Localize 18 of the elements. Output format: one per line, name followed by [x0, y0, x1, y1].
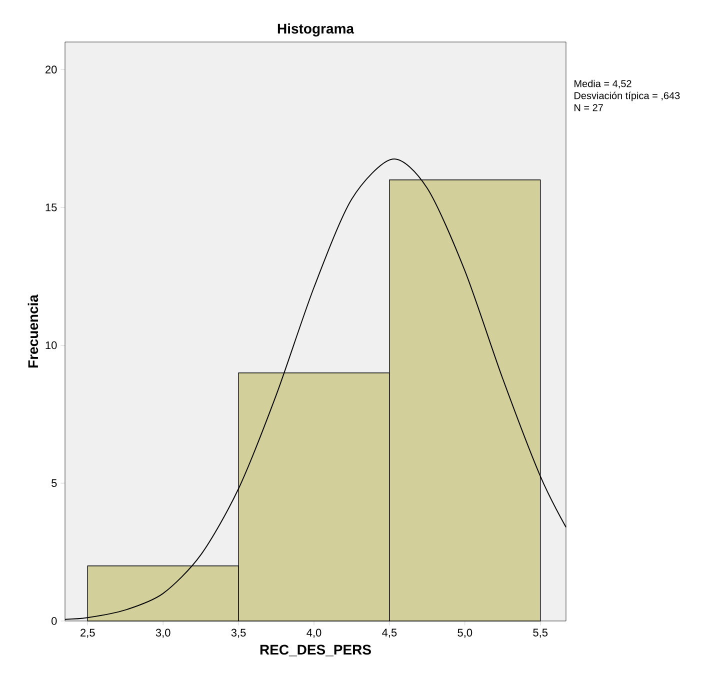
x-tick-label: 4,0 — [306, 628, 322, 638]
y-tick-label: 15 — [46, 204, 57, 212]
x-tick-label: 3,0 — [156, 628, 170, 638]
text: Media = 4,52 — [574, 80, 632, 88]
y-tick-label: 5 — [52, 479, 57, 487]
x-axis-title: REC_DES_PERS — [260, 644, 371, 656]
x-tick-label: 5,0 — [458, 628, 472, 638]
y-tick-label: 20 — [46, 66, 57, 74]
x-tick-label: 3,5 — [231, 628, 246, 638]
x-tick-label: 4,5 — [382, 628, 397, 638]
chart-title: Histograma — [278, 23, 354, 36]
x-tick-label: 2,5 — [80, 628, 95, 638]
y-axis-title: Frecuencia — [28, 294, 38, 368]
text: N = 27 — [574, 104, 603, 112]
text: Desviación típica = ,643 — [574, 92, 680, 102]
x-tick-label: 5,5 — [533, 628, 548, 638]
y-tick-label: 10 — [46, 341, 57, 350]
y-tick-label: 0 — [52, 617, 57, 625]
